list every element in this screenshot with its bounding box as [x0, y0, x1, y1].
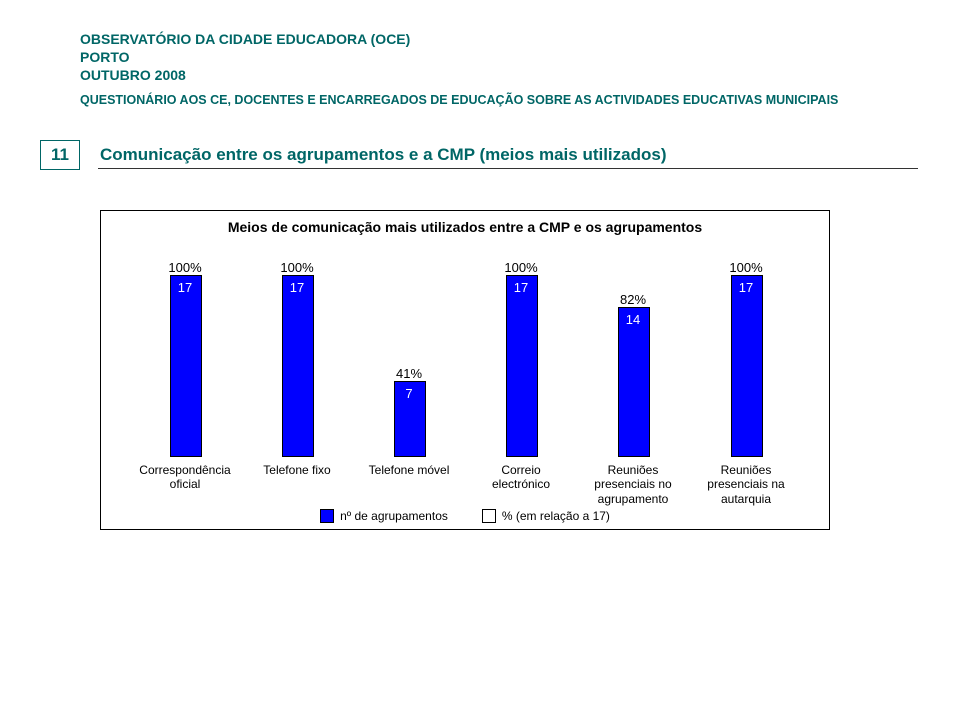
chart-pct-label: 100% — [129, 260, 241, 275]
chart-pct-label: 100% — [689, 260, 803, 275]
chart-bar — [506, 275, 538, 457]
section-underline — [98, 168, 918, 169]
header-line2: PORTO — [80, 48, 880, 66]
legend-item: nº de agrupamentos — [320, 509, 448, 523]
header-line3: OUTUBRO 2008 — [80, 66, 880, 84]
chart-bar — [618, 307, 650, 457]
chart-category: 82%14 — [577, 257, 689, 457]
chart-plot: 100%17100%1741%7100%1782%14100%17 — [129, 257, 803, 457]
chart-pct-label: 100% — [465, 260, 577, 275]
chart-xlabel: Telefone fixo — [241, 463, 353, 477]
section-title: Comunicação entre os agrupamentos e a CM… — [100, 145, 920, 165]
section-number: 11 — [51, 145, 69, 165]
chart-xlabel: Correspondênciaoficial — [129, 463, 241, 492]
chart-legend: nº de agrupamentos % (em relação a 17) — [101, 509, 829, 523]
chart-xlabel: Correioelectrónico — [465, 463, 577, 492]
chart-count-label: 14 — [618, 312, 648, 327]
chart-pct-label: 100% — [241, 260, 353, 275]
chart-pct-label: 82% — [577, 292, 689, 307]
chart-count-label: 17 — [731, 280, 761, 295]
legend-item: % (em relação a 17) — [482, 509, 610, 523]
chart-xlabel: Telefone móvel — [353, 463, 465, 477]
chart-bar — [282, 275, 314, 457]
chart-count-label: 17 — [170, 280, 200, 295]
legend-swatch — [320, 509, 334, 523]
chart-frame: Meios de comunicação mais utilizados ent… — [100, 210, 830, 530]
chart-pct-label: 41% — [353, 366, 465, 381]
header-line1: OBSERVATÓRIO DA CIDADE EDUCADORA (OCE) — [80, 30, 880, 48]
legend-label: nº de agrupamentos — [340, 509, 448, 523]
chart-category: 100% 17 — [241, 257, 353, 457]
chart-title: Meios de comunicação mais utilizados ent… — [101, 219, 829, 235]
chart-category: 100% 17 — [689, 257, 803, 457]
chart-category: 41%7 — [353, 257, 465, 457]
chart-count-label: 17 — [506, 280, 536, 295]
chart-category: 100% 17 — [465, 257, 577, 457]
chart-xlabels: CorrespondênciaoficialTelefone fixoTelef… — [129, 463, 803, 503]
chart-category: 100% 17 — [129, 257, 241, 457]
chart-count-label: 17 — [282, 280, 312, 295]
chart-xlabel: Reuniõespresenciais naautarquia — [689, 463, 803, 506]
legend-label: % (em relação a 17) — [502, 509, 610, 523]
chart-xlabel: Reuniõespresenciais noagrupamento — [577, 463, 689, 506]
chart-bar — [731, 275, 763, 457]
header-subtitle: QUESTIONÁRIO AOS CE, DOCENTES E ENCARREG… — [80, 93, 880, 107]
legend-swatch — [482, 509, 496, 523]
chart-bar — [170, 275, 202, 457]
section-number-box: 11 — [40, 140, 80, 170]
chart-count-label: 7 — [394, 386, 424, 401]
